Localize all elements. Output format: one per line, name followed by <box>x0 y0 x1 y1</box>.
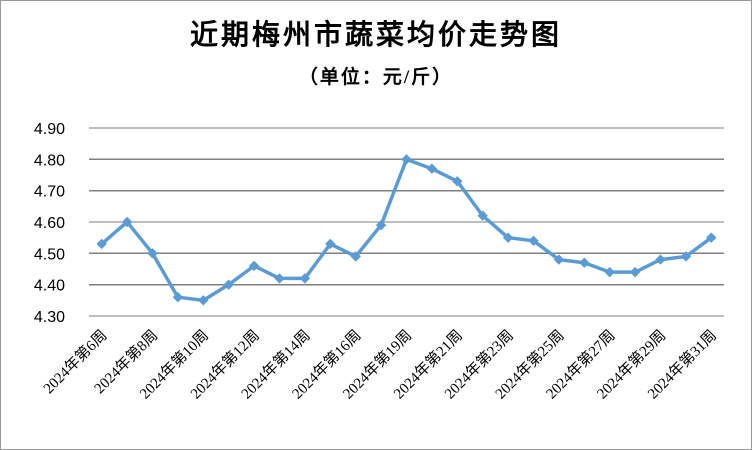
data-point-marker <box>350 251 361 262</box>
data-point-marker <box>477 210 488 221</box>
data-point-marker <box>299 273 311 284</box>
data-point-marker <box>198 295 209 306</box>
data-point-marker <box>426 163 438 174</box>
y-axis-tick-label: 4.80 <box>34 152 65 169</box>
data-point-marker <box>553 254 565 265</box>
data-point-marker <box>680 251 692 262</box>
data-point-marker <box>121 216 133 228</box>
y-axis-tick-label: 4.40 <box>34 278 65 295</box>
data-point-marker <box>375 219 387 231</box>
data-point-marker <box>629 266 641 278</box>
data-point-marker <box>706 232 717 243</box>
data-point-marker <box>274 273 285 284</box>
y-axis-tick-label: 4.90 <box>34 121 65 138</box>
data-point-marker <box>248 260 260 272</box>
y-axis-tick-label: 4.60 <box>34 215 65 232</box>
chart-title: 近期梅州市蔬菜均价走势图 <box>189 20 562 51</box>
data-point-marker <box>147 248 158 259</box>
price-line-series <box>99 157 714 303</box>
data-point-marker <box>223 279 234 290</box>
data-point-marker <box>401 154 412 165</box>
y-axis-tick-label: 4.50 <box>34 246 65 263</box>
y-axis-tick-label: 4.30 <box>34 309 65 326</box>
data-point-marker <box>528 235 539 246</box>
chart-subtitle: （单位：元/斤） <box>298 67 454 88</box>
data-point-marker <box>502 232 514 243</box>
data-point-marker <box>172 292 184 303</box>
data-point-marker <box>579 257 590 268</box>
data-point-marker <box>655 254 666 265</box>
data-point-marker <box>452 176 463 187</box>
y-axis-tick-label: 4.70 <box>34 184 65 201</box>
data-point-marker <box>325 238 336 250</box>
data-point-marker <box>604 266 615 278</box>
data-point-marker <box>96 238 107 250</box>
